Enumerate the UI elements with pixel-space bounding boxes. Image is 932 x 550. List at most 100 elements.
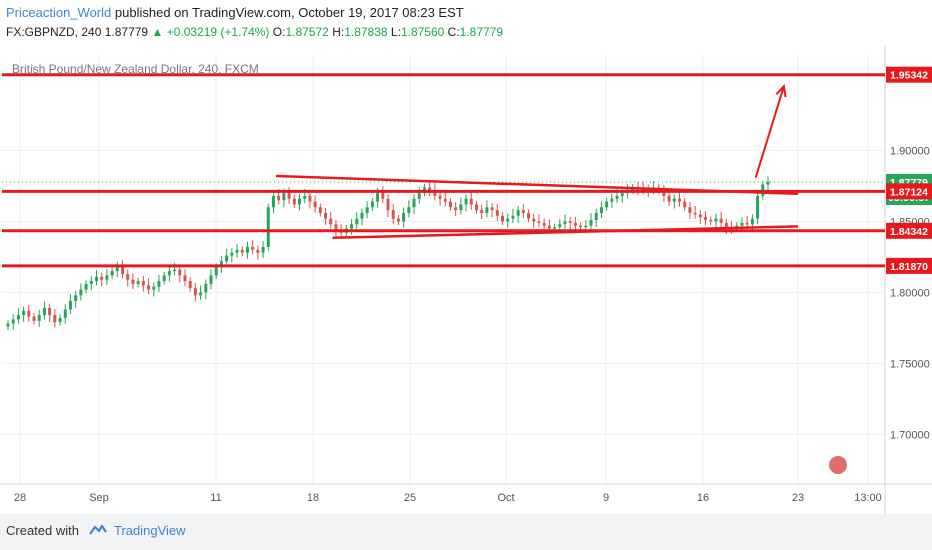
change-value: +0.03219 (+1.74%)	[166, 25, 270, 39]
candle-body	[126, 273, 130, 280]
candle-body	[282, 193, 286, 201]
candle-body	[100, 276, 104, 280]
candle-body	[277, 195, 281, 201]
candle-body	[313, 201, 317, 208]
candle-body	[688, 207, 692, 213]
candle-body	[563, 221, 567, 225]
candle-body	[360, 212, 364, 219]
candle-body	[183, 275, 187, 282]
x-tick-label: Sep	[89, 492, 109, 504]
created-with: Created with TradingView	[6, 523, 186, 539]
candle-body	[245, 247, 249, 253]
candle-body	[193, 288, 197, 296]
candle-body	[584, 225, 588, 228]
candle-body	[662, 190, 666, 196]
up-triangle-icon: ▲	[151, 25, 164, 39]
author-link[interactable]: Priceaction_World	[6, 5, 112, 20]
candle-body	[48, 308, 52, 316]
candle-body	[683, 201, 687, 208]
candle-body	[428, 187, 432, 191]
candle-body	[620, 193, 624, 196]
candle-body	[214, 266, 218, 276]
footer: Created with TradingView	[0, 514, 932, 550]
y-tick-label: 1.80000	[890, 287, 930, 299]
candle-body	[605, 201, 609, 208]
candle-body	[542, 222, 546, 226]
low-label: L:	[390, 25, 401, 39]
candle-body	[240, 249, 244, 253]
tradingview-brand[interactable]: TradingView	[114, 523, 186, 538]
candle-body	[704, 217, 708, 221]
candle-body	[766, 181, 770, 185]
candle-body	[756, 195, 760, 219]
candle-body	[558, 224, 562, 228]
candle-body	[115, 266, 119, 272]
candle-body	[501, 215, 505, 222]
price-label-box	[886, 183, 932, 200]
candle-body	[32, 316, 36, 321]
candle-body	[42, 308, 46, 316]
close-value: 1.87779	[459, 25, 504, 39]
candle-body	[292, 198, 296, 205]
event-badge-icon[interactable]	[829, 456, 847, 474]
candle-body	[407, 207, 411, 213]
candle-body	[53, 315, 57, 323]
low-value: 1.87560	[400, 25, 445, 39]
candle-body	[79, 289, 83, 296]
candle-body	[599, 207, 603, 213]
candle-body	[89, 281, 93, 284]
candle-body	[516, 210, 520, 216]
candle-body	[506, 218, 510, 222]
chart-area[interactable]	[0, 46, 932, 514]
x-tick-label: 23	[792, 492, 804, 504]
candle-body	[521, 210, 525, 213]
candle-body	[121, 266, 125, 274]
last-price: 1.87779	[104, 25, 149, 39]
candle-body	[433, 190, 437, 196]
candle-body	[199, 292, 203, 296]
candle-body	[469, 198, 473, 205]
candle-body	[68, 300, 72, 310]
candle-body	[740, 222, 744, 226]
high-label: H:	[332, 25, 345, 39]
x-tick-label: 9	[603, 492, 609, 504]
candle-body	[141, 281, 145, 286]
open-label: O:	[272, 25, 286, 39]
candle-body	[334, 224, 338, 230]
candle-body	[448, 201, 452, 208]
candle-body	[573, 222, 577, 226]
candle-body	[386, 198, 390, 211]
candle-body	[225, 255, 229, 262]
candle-body	[370, 201, 374, 208]
candle-body	[110, 271, 114, 276]
candle-body	[157, 281, 161, 287]
candle-body	[235, 249, 239, 253]
candle-body	[256, 249, 260, 253]
y-tick-label: 1.70000	[890, 429, 930, 441]
x-tick-label: 16	[697, 492, 709, 504]
candle-body	[271, 195, 275, 208]
candle-body	[152, 286, 156, 290]
candle-body	[11, 319, 15, 324]
tradingview-logo-icon	[88, 524, 107, 539]
candle-body	[136, 281, 140, 284]
candle-body	[698, 214, 702, 218]
candle-body	[719, 218, 723, 223]
trend-line	[275, 174, 799, 196]
candle-body	[589, 220, 593, 226]
candle-body	[303, 195, 307, 199]
x-tick-label: Oct	[497, 492, 514, 504]
candle-body	[105, 275, 109, 280]
candle-body	[464, 198, 468, 205]
candle-body	[376, 193, 380, 202]
candle-body	[329, 218, 333, 225]
candle-body	[667, 195, 671, 202]
candle-body	[527, 212, 531, 219]
price-label-text: 1.81870	[890, 261, 928, 273]
candle-body	[693, 212, 697, 215]
candle-body	[537, 221, 541, 223]
x-tick-label: 18	[307, 492, 319, 504]
candle-body	[219, 261, 223, 267]
candle-body	[27, 310, 31, 317]
